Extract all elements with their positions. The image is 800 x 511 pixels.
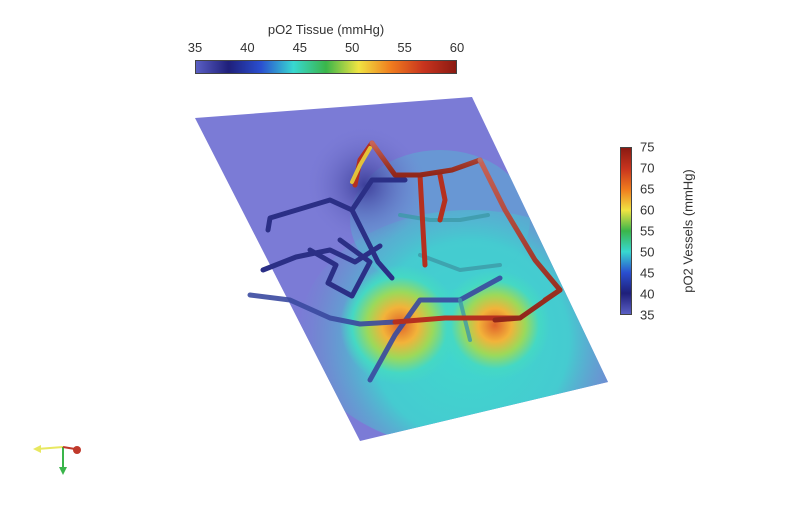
vessel-tick: 75 (640, 139, 655, 155)
tissue-tick: 45 (292, 40, 308, 55)
vessel-highlight (369, 140, 563, 323)
tissue-tick: 55 (397, 40, 412, 55)
vessel-mid-po2 (247, 275, 503, 383)
vessel-tick: 70 (640, 160, 655, 176)
tissue-tick: 35 (187, 40, 203, 55)
vessel-colorbar-title: pO2 Vessels (mmHg) (680, 169, 696, 293)
vessel-colorbar-ticks: 75 70 65 60 55 50 45 40 35 (640, 140, 670, 323)
vessel-tick: 60 (640, 202, 655, 218)
vessel-low-po2 (260, 177, 408, 299)
tissue-tick: 40 (240, 40, 255, 55)
vessel-tick: 50 (640, 244, 655, 260)
tissue-colorbar (195, 60, 457, 74)
vessel-tick: 65 (640, 181, 655, 197)
vessel-tick: 40 (640, 286, 655, 302)
vessel-hot-segment (350, 146, 372, 184)
tissue-tick: 50 (344, 40, 360, 55)
tissue-tick: 60 (449, 40, 465, 55)
vessel-colorbar (620, 147, 632, 315)
vessel-tick: 45 (640, 265, 655, 281)
vessel-tick: 55 (640, 223, 655, 239)
vessel-network (247, 140, 563, 383)
xyz-orientation-axes-icon[interactable] (33, 445, 81, 475)
tissue-colorbar-ticks: 35 40 45 50 55 60 (188, 40, 464, 56)
tissue-colorbar-title: pO2 Tissue (mmHg) (267, 22, 385, 37)
tissue-slice-plane (195, 97, 608, 441)
vessel-tick: 35 (640, 307, 655, 323)
